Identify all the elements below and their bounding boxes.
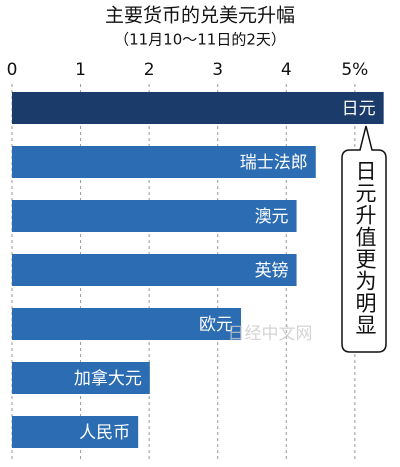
bar bbox=[12, 254, 297, 286]
x-tick-label: 3 bbox=[212, 60, 223, 80]
bar-label: 英镑 bbox=[255, 261, 289, 281]
bar bbox=[12, 362, 150, 394]
bar bbox=[12, 92, 384, 124]
callout-box bbox=[341, 125, 387, 353]
x-tick-label: 0 bbox=[7, 60, 18, 80]
chart-title: 主要货币的兑美元升幅 bbox=[105, 5, 295, 27]
chart-subtitle: （11月10〜11日的2天） bbox=[114, 31, 286, 49]
annotation: 日元升值更为明显 bbox=[353, 160, 377, 336]
x-tick-label: 2 bbox=[144, 60, 155, 80]
bar-label: 加拿大元 bbox=[74, 368, 142, 389]
bar bbox=[12, 308, 242, 340]
x-tick-label: 1 bbox=[75, 60, 86, 80]
bar bbox=[12, 146, 316, 178]
bar-label: 欧元 bbox=[199, 315, 233, 335]
x-tick-label: 4 bbox=[281, 60, 292, 80]
bar bbox=[12, 200, 297, 232]
bar-label: 人民币 bbox=[79, 423, 130, 443]
x-tick-label: 5% bbox=[341, 60, 368, 80]
bar-label: 日元 bbox=[342, 99, 376, 119]
bar-label: 澳元 bbox=[255, 207, 289, 227]
watermark: 日经中文网 bbox=[228, 324, 313, 344]
bar-label: 瑞士法郎 bbox=[240, 153, 308, 173]
bar bbox=[12, 416, 139, 448]
